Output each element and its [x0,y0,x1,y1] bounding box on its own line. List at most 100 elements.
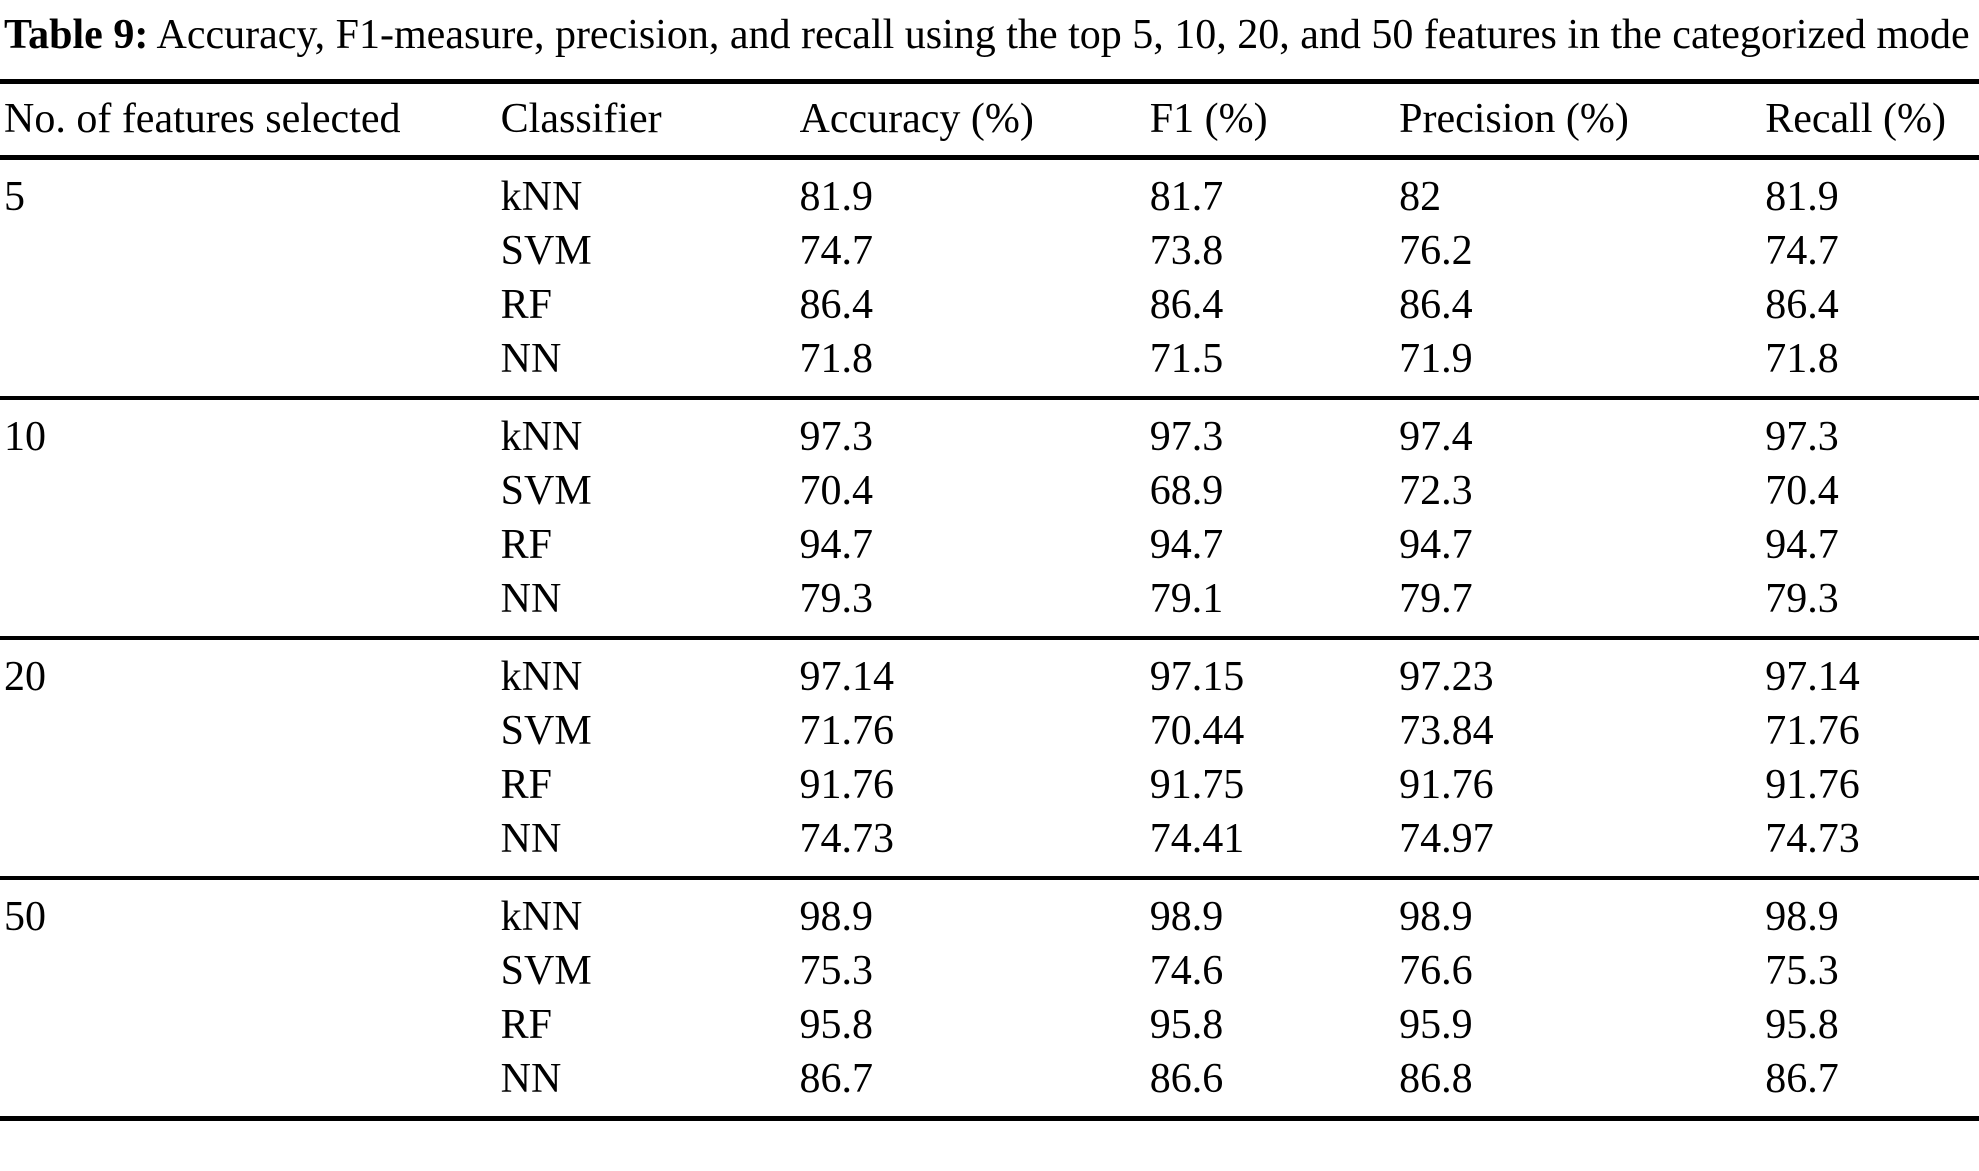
table-row: SVM 70.4 68.9 72.3 70.4 [0,464,1979,518]
features-cell: 10 [4,414,46,460]
group-features-5: 5 kNN 81.9 81.7 82 81.9 SVM 74.7 73.8 76… [0,158,1979,398]
table-row: NN 71.8 71.5 71.9 71.8 [0,332,1979,398]
accuracy-cell: 98.9 [799,894,874,940]
col-header-precision: Precision (%) [1399,96,1629,142]
table-row: 5 kNN 81.9 81.7 82 81.9 [0,158,1979,225]
features-cell: 20 [4,654,46,700]
f1-cell: 97.15 [1149,654,1245,700]
classifier-cell: SVM [500,948,592,994]
table-row: RF 86.4 86.4 86.4 86.4 [0,278,1979,332]
recall-cell: 71.76 [1765,708,1860,754]
precision-cell: 97.4 [1399,414,1473,460]
col-header-classifier: Classifier [500,96,662,142]
classifier-cell: SVM [500,228,592,274]
features-cell [0,278,501,332]
col-header-features: No. of features selected [4,96,401,142]
accuracy-cell: 95.8 [799,1002,874,1048]
classifier-cell: NN [500,336,562,382]
accuracy-cell: 97.14 [799,654,895,700]
classifier-cell: SVM [500,468,592,514]
accuracy-cell: 81.9 [799,174,874,220]
classifier-cell: kNN [500,654,583,700]
f1-cell: 98.9 [1149,894,1224,940]
recall-cell: 74.73 [1765,816,1860,862]
f1-cell: 91.75 [1149,762,1245,808]
recall-cell: 98.9 [1765,894,1839,940]
recall-cell: 74.7 [1765,228,1839,274]
recall-cell: 94.7 [1765,522,1839,568]
classifier-cell: SVM [500,708,592,754]
table-row: RF 91.76 91.75 91.76 91.76 [0,758,1979,812]
recall-cell: 79.3 [1765,576,1839,622]
features-cell [0,464,501,518]
classifier-cell: kNN [500,894,583,940]
recall-cell: 97.14 [1765,654,1860,700]
recall-cell: 86.7 [1765,1056,1839,1102]
accuracy-cell: 86.4 [799,282,874,328]
recall-cell: 91.76 [1765,762,1860,808]
classifier-cell: RF [500,762,553,808]
col-header-f1: F1 (%) [1149,96,1268,142]
precision-cell: 97.23 [1399,654,1494,700]
table-row: NN 74.73 74.41 74.97 74.73 [0,812,1979,878]
precision-cell: 76.6 [1399,948,1473,994]
col-header-recall: Recall (%) [1765,96,1946,142]
precision-cell: 82 [1399,174,1442,220]
features-cell [0,332,501,398]
recall-cell: 75.3 [1765,948,1839,994]
f1-cell: 86.6 [1149,1056,1224,1102]
f1-cell: 97.3 [1149,414,1224,460]
col-header-accuracy: Accuracy (%) [799,96,1034,142]
caption-label: Table 9: [4,12,149,58]
precision-cell: 73.84 [1399,708,1494,754]
f1-cell: 81.7 [1149,174,1224,220]
classifier-cell: kNN [500,414,583,460]
features-cell [0,758,501,812]
features-cell [0,998,501,1052]
paper-table-figure: Table 9: Accuracy, F1-measure, precision… [0,8,1979,1121]
recall-cell: 70.4 [1765,468,1839,514]
accuracy-cell: 79.3 [799,576,874,622]
features-cell [0,704,501,758]
f1-cell: 68.9 [1149,468,1224,514]
features-cell [0,1052,501,1119]
recall-cell: 86.4 [1765,282,1839,328]
features-cell [0,518,501,572]
table-row: RF 94.7 94.7 94.7 94.7 [0,518,1979,572]
accuracy-cell: 71.8 [799,336,874,382]
caption-text: Accuracy, F1-measure, precision, and rec… [156,12,1970,58]
precision-cell: 74.97 [1399,816,1494,862]
classifier-cell: NN [500,816,562,862]
features-cell [0,224,501,278]
table-header: No. of features selected Classifier Accu… [0,81,1979,158]
accuracy-cell: 71.76 [799,708,895,754]
recall-cell: 81.9 [1765,174,1839,220]
features-cell: 50 [4,894,46,940]
f1-cell: 95.8 [1149,1002,1224,1048]
precision-cell: 76.2 [1399,228,1473,274]
features-cell [0,572,501,638]
recall-cell: 71.8 [1765,336,1839,382]
header-row: No. of features selected Classifier Accu… [0,81,1979,158]
accuracy-cell: 86.7 [799,1056,874,1102]
accuracy-cell: 91.76 [799,762,895,808]
classifier-cell: RF [500,282,553,328]
results-table: No. of features selected Classifier Accu… [0,79,1979,1121]
accuracy-cell: 94.7 [799,522,874,568]
classifier-cell: RF [500,522,553,568]
table-row: NN 86.7 86.6 86.8 86.7 [0,1052,1979,1119]
precision-cell: 98.9 [1399,894,1473,940]
group-features-50: 50 kNN 98.9 98.9 98.9 98.9 SVM 75.3 74.6… [0,878,1979,1119]
table-row: 50 kNN 98.9 98.9 98.9 98.9 [0,878,1979,944]
table-row: 20 kNN 97.14 97.15 97.23 97.14 [0,638,1979,704]
accuracy-cell: 75.3 [799,948,874,994]
features-cell: 5 [4,174,25,220]
table-caption: Table 9: Accuracy, F1-measure, precision… [4,8,1975,63]
f1-cell: 74.41 [1149,816,1245,862]
f1-cell: 70.44 [1149,708,1245,754]
precision-cell: 86.4 [1399,282,1473,328]
table-row: SVM 75.3 74.6 76.6 75.3 [0,944,1979,998]
classifier-cell: RF [500,1002,553,1048]
accuracy-cell: 74.73 [799,816,895,862]
f1-cell: 71.5 [1149,336,1224,382]
